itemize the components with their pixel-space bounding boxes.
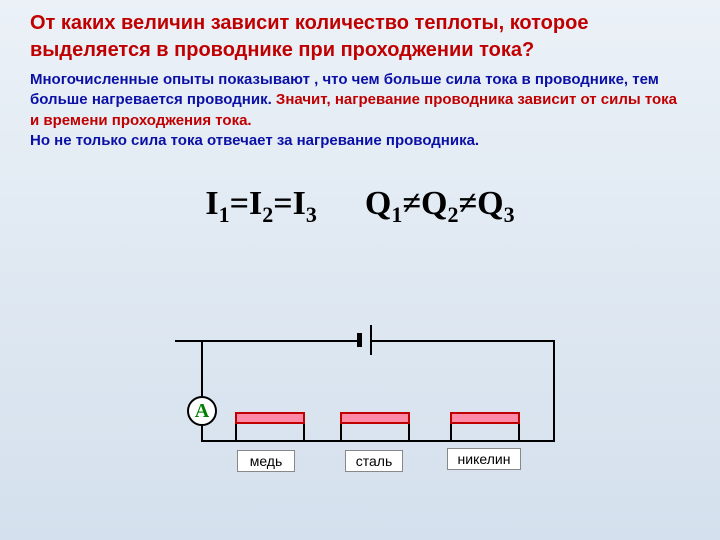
ammeter: A (187, 396, 217, 426)
formula-i1: I (205, 185, 218, 222)
battery-short-plate (357, 333, 362, 347)
circuit-diagram: Aмедь сталь никелин (175, 340, 555, 510)
formula-i1-sub: 1 (219, 202, 230, 227)
resistor-bar-1 (340, 412, 410, 424)
battery-long-plate (370, 325, 372, 355)
wire-right (553, 340, 555, 442)
question-title: От каких величин зависит количество тепл… (0, 0, 720, 64)
formula-row: I1=I2=I3 Q1≠Q2≠Q3 (0, 185, 720, 228)
resistor-leg-left-1 (340, 424, 342, 440)
resistor-bar-2 (450, 412, 520, 424)
formula-heats: Q1≠Q2≠Q3 (365, 185, 515, 228)
resistor-label-0: медь (237, 450, 295, 472)
formula-i3-sub: 3 (306, 202, 317, 227)
resistor-leg-right-0 (303, 424, 305, 440)
resistor-label-2: никелин (447, 448, 521, 470)
explanation-paragraph: Многочисленные опыты показывают , что че… (0, 64, 720, 151)
formula-eq1: = (230, 185, 249, 222)
formula-q1-sub: 1 (391, 202, 402, 227)
formula-ne2: ≠ (458, 185, 477, 222)
wire-bottom (201, 440, 555, 442)
formula-ne1: ≠ (402, 185, 421, 222)
resistor-leg-right-1 (408, 424, 410, 440)
resistor-bar-0 (235, 412, 305, 424)
formula-q2-sub: 2 (447, 202, 458, 227)
resistor-leg-left-0 (235, 424, 237, 440)
formula-i2-sub: 2 (262, 202, 273, 227)
formula-currents: I1=I2=I3 (205, 185, 316, 228)
paragraph-part2: Но не только сила тока отвечает за нагре… (30, 132, 479, 149)
wire-top-right (371, 340, 555, 342)
formula-q2: Q (421, 185, 447, 222)
formula-q1: Q (365, 185, 391, 222)
wire-left-lower (201, 426, 203, 440)
formula-q3-sub: 3 (504, 202, 515, 227)
resistor-leg-right-2 (518, 424, 520, 440)
resistor-label-1: сталь (345, 450, 403, 472)
formula-i2: I (249, 185, 262, 222)
formula-i3: I (293, 185, 306, 222)
wire-left-upper (201, 340, 203, 396)
resistor-leg-left-2 (450, 424, 452, 440)
formula-eq2: = (273, 185, 292, 222)
formula-q3: Q (477, 185, 503, 222)
